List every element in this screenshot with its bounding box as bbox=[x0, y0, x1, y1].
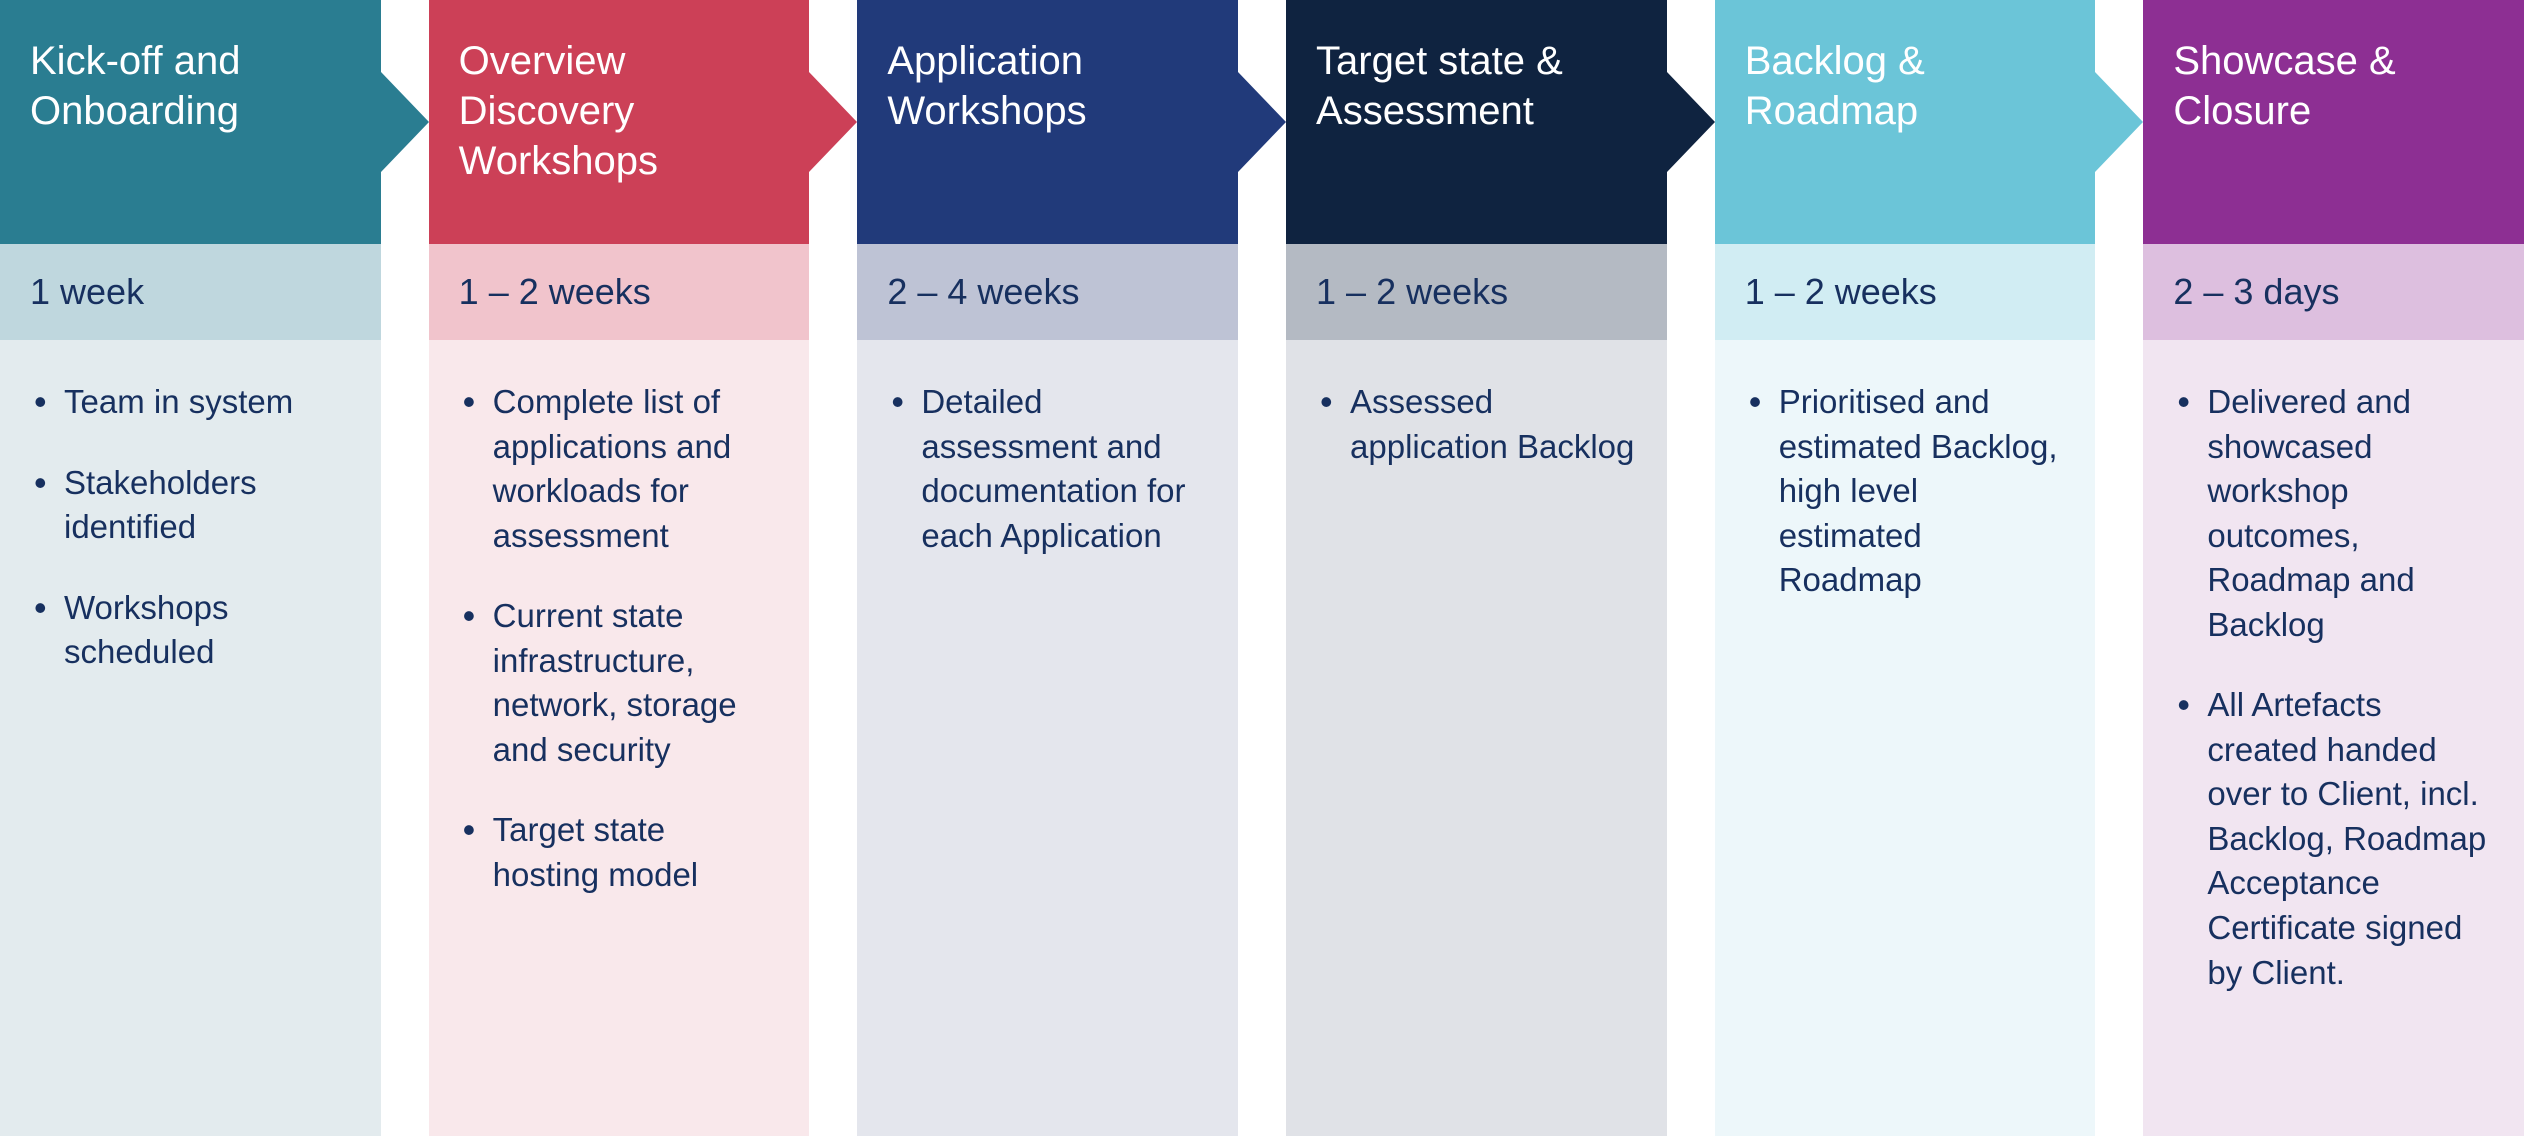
chevron-right-icon bbox=[2095, 72, 2143, 172]
stage-details: Prioritised and estimated Backlog, high … bbox=[1715, 340, 2096, 1136]
list-item: Workshops scheduled bbox=[30, 586, 351, 675]
stage-3: Target state & Assessment 1 – 2 weeks Asse… bbox=[1286, 0, 1667, 1136]
list-item: All Artefacts created handed over to Cli… bbox=[2173, 683, 2494, 995]
stage-1: Overview Discovery Workshops 1 – 2 weeks C… bbox=[429, 0, 810, 1136]
stage-duration: 2 – 4 weeks bbox=[857, 244, 1238, 340]
list-item: Current state infrastructure, network, s… bbox=[459, 594, 780, 772]
stage-title: Kick-off and Onboarding bbox=[30, 36, 351, 136]
stage-bullet-list: Assessed application Backlog bbox=[1316, 380, 1637, 469]
stage-header: Target state & Assessment bbox=[1286, 0, 1667, 244]
stage-details: Detailed assessment and documentation fo… bbox=[857, 340, 1238, 1136]
stage-bullet-list: Complete list of applications and worklo… bbox=[459, 380, 780, 897]
stage-bullet-list: Prioritised and estimated Backlog, high … bbox=[1745, 380, 2066, 603]
stage-duration: 2 – 3 days bbox=[2143, 244, 2524, 340]
chevron-right-icon bbox=[381, 72, 429, 172]
stage-bullet-list: Detailed assessment and documentation fo… bbox=[887, 380, 1208, 558]
stage-header: Overview Discovery Workshops bbox=[429, 0, 810, 244]
chevron-right-icon bbox=[1238, 72, 1286, 172]
stage-duration: 1 week bbox=[0, 244, 381, 340]
stage-duration: 1 – 2 weeks bbox=[429, 244, 810, 340]
chevron-right-icon bbox=[1667, 72, 1715, 172]
chevron-right-icon bbox=[809, 72, 857, 172]
stage-details: Complete list of applications and worklo… bbox=[429, 340, 810, 1136]
list-item: Complete list of applications and worklo… bbox=[459, 380, 780, 558]
list-item: Delivered and showcased workshop outcome… bbox=[2173, 380, 2494, 647]
list-item: Stakeholders identified bbox=[30, 461, 351, 550]
stage-details: Delivered and showcased workshop outcome… bbox=[2143, 340, 2524, 1136]
process-stage-row: Kick-off and Onboarding 1 week Team in sys… bbox=[0, 0, 2524, 1136]
stage-4: Backlog & Roadmap 1 – 2 weeks Prioritised … bbox=[1715, 0, 2096, 1136]
list-item: Assessed application Backlog bbox=[1316, 380, 1637, 469]
stage-5: Showcase & Closure 2 – 3 days Delivered an… bbox=[2143, 0, 2524, 1136]
list-item: Detailed assessment and documentation fo… bbox=[887, 380, 1208, 558]
list-item: Team in system bbox=[30, 380, 351, 425]
stage-bullet-list: Team in system Stakeholders identified Wor… bbox=[30, 380, 351, 675]
stage-duration: 1 – 2 weeks bbox=[1715, 244, 2096, 340]
stage-header: Application Workshops bbox=[857, 0, 1238, 244]
stage-header: Backlog & Roadmap bbox=[1715, 0, 2096, 244]
list-item: Prioritised and estimated Backlog, high … bbox=[1745, 380, 2066, 603]
stage-header: Kick-off and Onboarding bbox=[0, 0, 381, 244]
stage-details: Team in system Stakeholders identified Wor… bbox=[0, 340, 381, 1136]
stage-duration: 1 – 2 weeks bbox=[1286, 244, 1667, 340]
stage-title: Application Workshops bbox=[887, 36, 1208, 136]
stage-2: Application Workshops 2 – 4 weeks Detailed… bbox=[857, 0, 1238, 1136]
stage-details: Assessed application Backlog bbox=[1286, 340, 1667, 1136]
stage-title: Target state & Assessment bbox=[1316, 36, 1637, 136]
stage-title: Overview Discovery Workshops bbox=[459, 36, 780, 186]
stage-bullet-list: Delivered and showcased workshop outcome… bbox=[2173, 380, 2494, 995]
stage-0: Kick-off and Onboarding 1 week Team in sys… bbox=[0, 0, 381, 1136]
stage-title: Showcase & Closure bbox=[2173, 36, 2494, 136]
list-item: Target state hosting model bbox=[459, 808, 780, 897]
stage-title: Backlog & Roadmap bbox=[1745, 36, 2066, 136]
stage-header: Showcase & Closure bbox=[2143, 0, 2524, 244]
